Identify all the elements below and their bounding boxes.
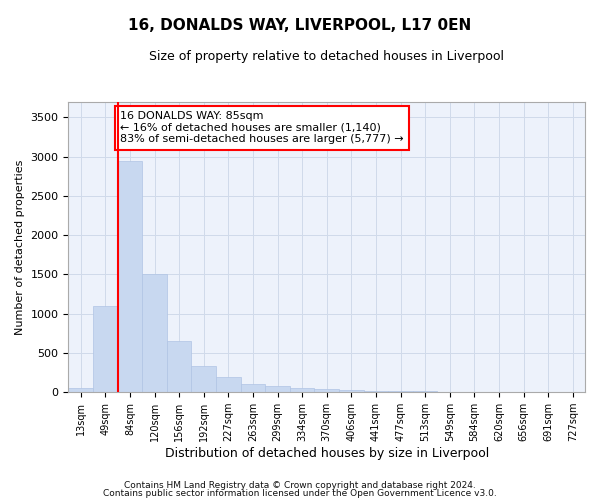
Bar [167,341,191,392]
Bar [339,390,364,392]
Bar [364,390,388,392]
Bar [216,376,241,392]
Text: 16, DONALDS WAY, LIVERPOOL, L17 0EN: 16, DONALDS WAY, LIVERPOOL, L17 0EN [128,18,472,32]
Bar [68,388,93,392]
Text: Contains public sector information licensed under the Open Government Licence v3: Contains public sector information licen… [103,489,497,498]
Bar [388,391,413,392]
Y-axis label: Number of detached properties: Number of detached properties [15,160,25,334]
Title: Size of property relative to detached houses in Liverpool: Size of property relative to detached ho… [149,50,504,63]
Text: Contains HM Land Registry data © Crown copyright and database right 2024.: Contains HM Land Registry data © Crown c… [124,480,476,490]
Bar [314,389,339,392]
Bar [191,366,216,392]
X-axis label: Distribution of detached houses by size in Liverpool: Distribution of detached houses by size … [164,447,489,460]
Bar [93,306,118,392]
Bar [118,160,142,392]
Bar [290,388,314,392]
Bar [265,386,290,392]
Bar [142,274,167,392]
Bar [241,384,265,392]
Text: 16 DONALDS WAY: 85sqm
← 16% of detached houses are smaller (1,140)
83% of semi-d: 16 DONALDS WAY: 85sqm ← 16% of detached … [120,111,404,144]
